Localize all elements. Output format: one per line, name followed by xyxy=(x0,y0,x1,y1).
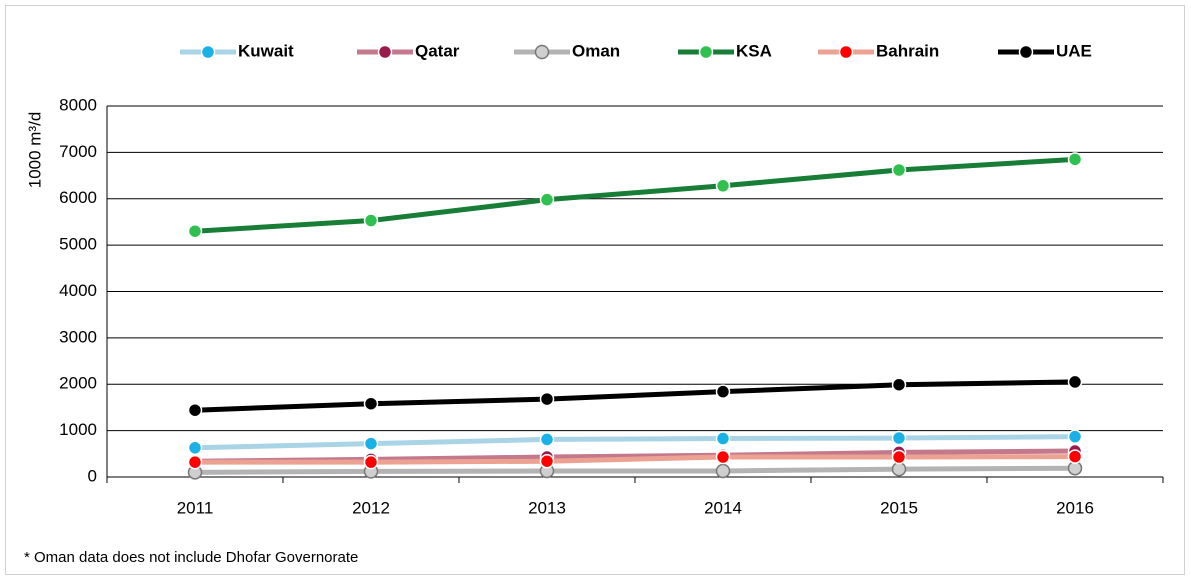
series-marker xyxy=(187,223,203,239)
legend-label: Bahrain xyxy=(876,41,939,60)
series-marker xyxy=(715,463,731,479)
y-tick-label: 1000 xyxy=(59,420,97,439)
legend-marker xyxy=(200,44,216,60)
x-tick-label: 2011 xyxy=(177,498,214,517)
series-marker xyxy=(891,449,907,465)
legend-label: KSA xyxy=(736,41,772,60)
legend-label: Kuwait xyxy=(238,41,294,60)
y-tick-label: 8000 xyxy=(59,95,97,114)
series-marker xyxy=(187,402,203,418)
series-line xyxy=(194,465,1076,475)
series-marker xyxy=(891,377,907,392)
chart-border xyxy=(5,5,1185,575)
legend-marker xyxy=(534,44,550,60)
series-marker xyxy=(891,162,907,178)
legend-label: Oman xyxy=(572,41,620,60)
series-marker xyxy=(715,384,731,399)
series-marker xyxy=(187,454,203,470)
series-marker xyxy=(1067,429,1083,444)
series-marker xyxy=(539,192,555,207)
series-marker xyxy=(363,454,379,470)
series-line xyxy=(194,434,1076,451)
series-marker xyxy=(1067,449,1083,464)
series-marker xyxy=(539,432,555,447)
legend-marker xyxy=(838,44,854,60)
series-marker xyxy=(363,436,379,451)
series-marker xyxy=(715,178,731,194)
series-marker xyxy=(715,449,731,465)
legend-marker xyxy=(377,44,393,60)
y-tick-label: 3000 xyxy=(59,327,97,346)
series-line xyxy=(194,379,1076,413)
x-tick-label: 2014 xyxy=(704,498,742,517)
footnote: * Oman data does not include Dhofar Gove… xyxy=(24,549,358,566)
legend-label: UAE xyxy=(1056,41,1092,60)
series-marker xyxy=(363,396,379,411)
series-line xyxy=(194,156,1076,234)
series-marker xyxy=(891,461,907,477)
y-tick-label: 6000 xyxy=(59,188,97,207)
y-tick-label: 4000 xyxy=(59,281,97,300)
y-tick-label: 7000 xyxy=(59,142,97,161)
series-marker xyxy=(539,453,555,469)
series-marker xyxy=(715,431,731,446)
y-tick-label: 5000 xyxy=(59,235,97,254)
series-marker xyxy=(1067,152,1083,167)
series-marker xyxy=(891,430,907,446)
legend-marker xyxy=(698,44,714,60)
x-tick-label: 2013 xyxy=(528,498,566,517)
y-tick-label: 0 xyxy=(88,466,97,485)
series-line xyxy=(195,454,1076,465)
legend-marker xyxy=(1018,44,1034,60)
x-tick-label: 2012 xyxy=(352,498,390,517)
series-marker xyxy=(1067,374,1083,390)
y-tick-label: 2000 xyxy=(59,374,97,393)
x-tick-label: 2015 xyxy=(880,498,918,517)
legend-label: Qatar xyxy=(415,41,460,60)
series-marker xyxy=(539,391,555,407)
series-marker xyxy=(363,213,379,228)
y-axis-label: 1000 m³/d xyxy=(25,112,44,189)
series-marker xyxy=(187,440,203,456)
x-tick-label: 2016 xyxy=(1056,498,1094,517)
